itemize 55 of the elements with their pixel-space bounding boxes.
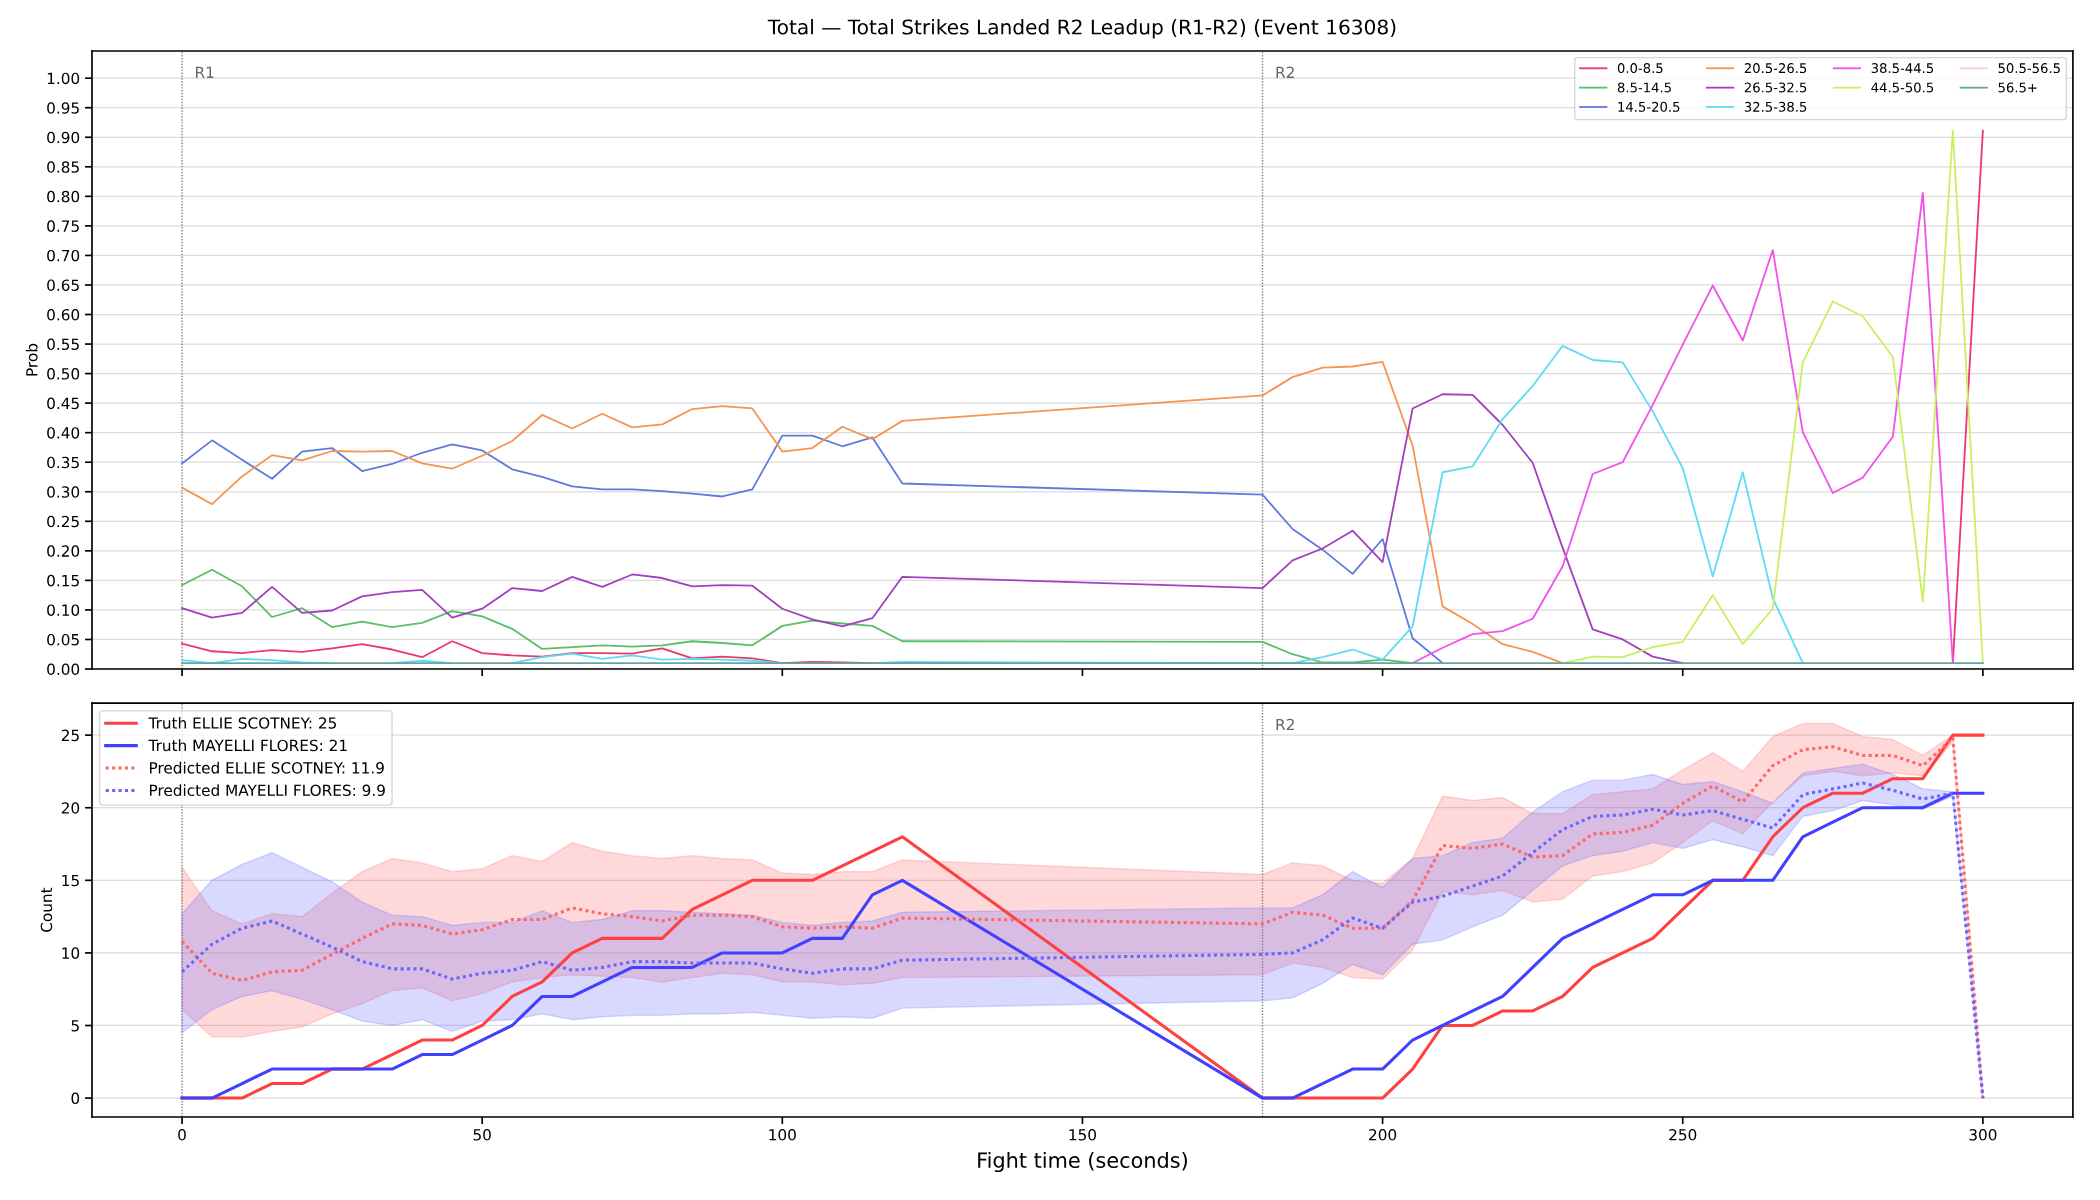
y-tick-label: 15: [62, 874, 79, 887]
y-tick-label: 25: [61, 729, 79, 742]
y-tick-label: 0.30: [47, 486, 80, 498]
legend-label: Truth ELLIE SCOTNEY: 25: [148, 716, 336, 729]
legend-label: Truth MAYELLI FLORES: 21: [148, 739, 347, 752]
y-tick-label: 0.00: [47, 663, 80, 676]
legend-label: 32.5-38.5: [1744, 101, 1807, 112]
y-tick-label: 10: [62, 947, 80, 959]
y-tick-label: 0.25: [47, 515, 79, 528]
y-tick-label: 0.70: [47, 249, 80, 262]
legend-label: Predicted ELLIE SCOTNEY: 11.9: [150, 761, 384, 774]
ref-line-label: R2: [1276, 66, 1294, 78]
y-tick-label: 0.15: [47, 574, 79, 587]
y-tick-label: 0.80: [47, 190, 80, 203]
y-tick-label: 0.60: [47, 308, 80, 321]
y-tick-label: 0.50: [47, 368, 80, 380]
y-tick-label: 0.45: [47, 397, 79, 410]
legend-label: 8.5-14.5: [1617, 82, 1671, 93]
x-tick-label: 100: [769, 1129, 796, 1141]
x-tick-label: 0: [178, 1129, 186, 1141]
chart-title: Total — Total Strikes Landed R2 Leadup (R1-R2) (Event 16308): [767, 19, 1396, 39]
legend-label: 38.5-44.5: [1871, 63, 1934, 74]
y-tick-label: 0.85: [47, 161, 79, 173]
x-tick-label: 200: [1369, 1129, 1397, 1141]
x-tick-label: 300: [1969, 1129, 1997, 1141]
y-axis-title: Count: [40, 887, 53, 932]
x-tick-label: 150: [1069, 1129, 1097, 1141]
y-tick-label: 0.05: [47, 633, 79, 646]
legend-label: 50.5-56.5: [1998, 63, 2060, 74]
y-tick-label: 0.95: [47, 102, 79, 114]
x-axis-title: Fight time (seconds): [978, 1151, 1187, 1173]
y-tick-label: 0.35: [47, 456, 79, 469]
y-tick-label: 20: [61, 802, 80, 814]
y-tick-label: 0.65: [47, 279, 79, 291]
ref-line-label: R1: [196, 66, 214, 78]
y-tick-label: 0.40: [47, 427, 80, 439]
y-axis-title: Prob: [25, 343, 38, 376]
legend-label: 44.5-50.5: [1871, 82, 1934, 93]
y-tick-label: 0.90: [47, 131, 80, 144]
y-tick-label: 0.55: [47, 338, 79, 351]
x-tick-label: 50: [473, 1129, 491, 1141]
legend-label: 0.0-8.5: [1617, 63, 1663, 74]
y-tick-label: 1.00: [47, 72, 80, 85]
legend-label: Predicted MAYELLI FLORES: 9.9: [150, 784, 385, 797]
x-tick-label: 250: [1669, 1129, 1697, 1141]
legend-label: 26.5-32.5: [1744, 82, 1807, 93]
legend-label: 14.5-20.5: [1618, 101, 1680, 112]
legend-label: 20.5-26.5: [1744, 63, 1807, 74]
ref-line-label: R2: [1276, 718, 1294, 731]
y-tick-label: 0: [71, 1092, 80, 1105]
y-tick-label: 0.75: [47, 220, 79, 232]
y-tick-label: 0.10: [47, 604, 80, 616]
y-tick-label: 5: [71, 1020, 79, 1032]
y-tick-label: 0.20: [47, 545, 80, 557]
legend-label: 56.5+: [1998, 82, 2037, 93]
